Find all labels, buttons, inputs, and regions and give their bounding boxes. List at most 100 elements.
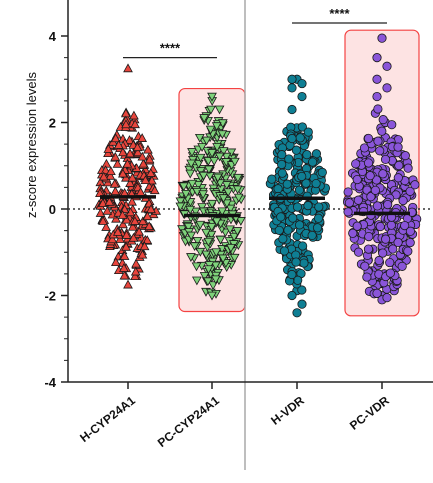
data-point	[372, 288, 382, 298]
data-point	[175, 202, 186, 212]
data-point	[373, 136, 383, 146]
data-point	[218, 254, 228, 264]
significance-label: ****	[160, 41, 181, 56]
data-point	[191, 262, 202, 272]
data-point	[112, 158, 123, 168]
data-point	[284, 154, 294, 164]
data-point	[365, 171, 375, 181]
y-tick-label: -4	[44, 375, 56, 390]
data-point	[317, 167, 327, 177]
y-axis-label: z-score expression levels	[24, 72, 39, 218]
data-point	[287, 104, 297, 115]
data-point	[130, 266, 141, 276]
data-point	[370, 185, 380, 195]
data-point	[198, 171, 209, 181]
data-point	[186, 253, 196, 262]
data-point	[303, 127, 313, 137]
data-point	[203, 265, 214, 275]
data-point	[297, 285, 307, 295]
data-point	[217, 130, 228, 140]
data-point	[393, 237, 403, 247]
data-point	[144, 221, 155, 231]
data-point	[134, 226, 144, 236]
data-point	[405, 186, 415, 196]
data-point	[210, 261, 221, 271]
data-point	[186, 231, 197, 241]
data-point	[130, 119, 140, 129]
data-point	[127, 221, 138, 231]
y-tick-label: 4	[49, 29, 57, 44]
data-point	[175, 197, 186, 207]
data-point	[364, 232, 374, 242]
data-point	[190, 207, 201, 217]
data-point	[119, 270, 130, 280]
data-point	[214, 105, 225, 115]
data-point	[206, 223, 217, 232]
data-point	[221, 152, 232, 162]
data-point	[278, 234, 288, 244]
data-point	[137, 151, 148, 161]
y-tick-label: -2	[44, 289, 56, 304]
data-point	[298, 241, 308, 251]
data-point	[124, 135, 135, 144]
data-point	[282, 179, 292, 189]
data-point	[225, 225, 235, 235]
data-point	[197, 143, 207, 152]
data-point	[198, 190, 208, 200]
data-point	[291, 145, 302, 155]
data-point	[362, 272, 372, 282]
data-point	[387, 120, 397, 130]
data-point	[119, 263, 129, 272]
data-point	[343, 207, 353, 217]
data-point	[143, 144, 153, 154]
data-point	[195, 167, 206, 176]
data-point	[377, 33, 387, 43]
data-point	[302, 150, 312, 160]
data-point	[121, 119, 131, 129]
data-point	[381, 234, 391, 244]
data-point	[199, 114, 210, 123]
data-point	[195, 153, 206, 163]
data-point	[226, 243, 236, 253]
data-point	[351, 159, 361, 169]
data-point	[297, 171, 307, 182]
data-point	[375, 221, 385, 232]
data-point	[95, 188, 105, 198]
data-point	[363, 158, 374, 168]
data-point	[207, 92, 217, 102]
data-point	[375, 146, 385, 156]
data-point	[287, 269, 297, 280]
data-point	[206, 105, 216, 115]
data-point	[287, 133, 297, 144]
data-point	[352, 221, 362, 231]
data-point	[403, 163, 413, 173]
data-point	[113, 140, 124, 149]
data-point	[313, 213, 324, 223]
data-point	[385, 257, 395, 268]
data-point	[117, 210, 128, 219]
data-point	[139, 241, 150, 251]
data-point	[112, 226, 123, 236]
data-point	[223, 188, 234, 198]
data-point	[382, 293, 392, 303]
data-point	[181, 189, 191, 199]
data-point	[400, 151, 410, 161]
data-point	[366, 192, 376, 202]
data-point	[299, 258, 309, 268]
data-point	[110, 133, 121, 143]
data-point	[382, 83, 392, 93]
data-point	[101, 222, 112, 231]
data-point	[149, 185, 160, 195]
data-point	[98, 198, 108, 208]
data-point	[128, 232, 139, 242]
data-point	[130, 271, 140, 281]
data-point	[380, 154, 391, 165]
data-point	[397, 261, 407, 271]
data-point	[106, 166, 116, 175]
data-point	[314, 202, 324, 212]
data-point	[215, 235, 226, 245]
y-tick-label: 2	[49, 116, 56, 131]
data-point	[203, 277, 213, 287]
data-point	[292, 202, 303, 212]
